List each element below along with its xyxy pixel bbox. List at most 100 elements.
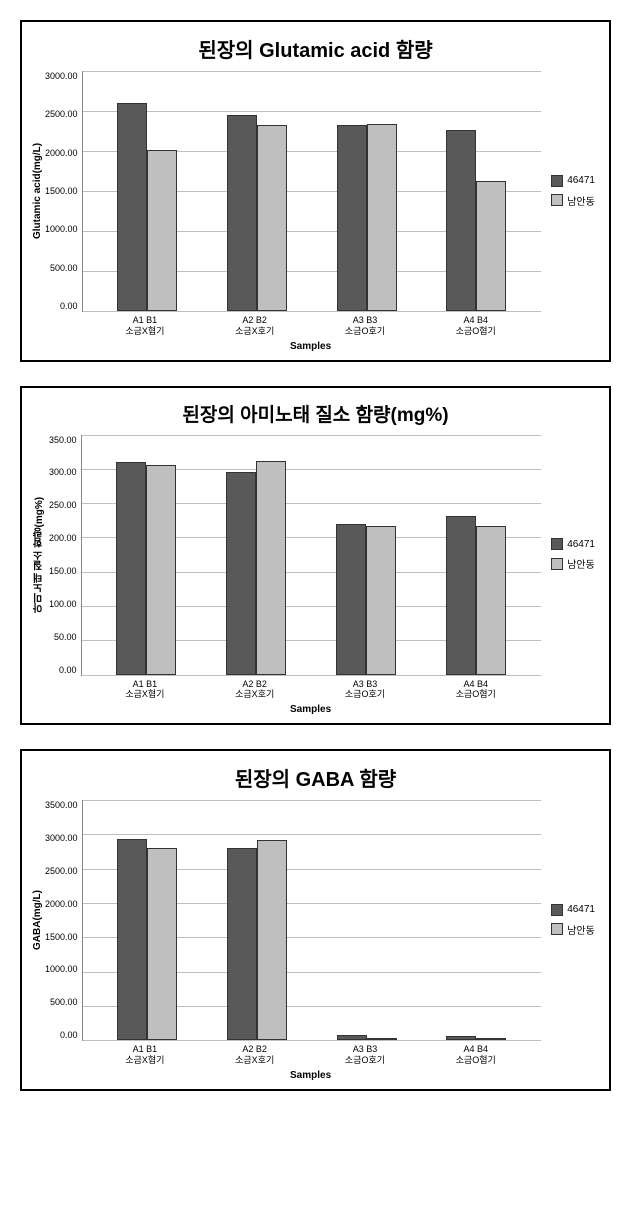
- x-tick: A4 B4소금O혐기: [456, 679, 496, 701]
- x-tick-line1: A2 B2: [242, 315, 267, 326]
- y-tick-label: 0.00: [49, 665, 77, 675]
- y-ticks: 350.00300.00250.00200.00150.00100.0050.0…: [49, 435, 81, 675]
- bars-row: [83, 800, 542, 1040]
- bar: [257, 125, 287, 311]
- x-ticks: A1 B1소금X혐기A2 B2소금X호기A3 B3소금O호기A4 B4소금O혐기: [80, 675, 541, 701]
- chart-body: GABA(mg/L)3500.003000.002500.002000.0015…: [30, 800, 601, 1081]
- bar: [227, 848, 257, 1040]
- x-tick-line2: 소금X혐기: [125, 1055, 164, 1066]
- legend-swatch-icon: [551, 194, 563, 206]
- x-tick-line1: A2 B2: [242, 679, 267, 690]
- legend-label: 46471: [567, 904, 595, 915]
- y-tick-label: 50.00: [49, 632, 77, 642]
- bar: [146, 465, 176, 675]
- y-tick-label: 2500.00: [45, 866, 78, 876]
- x-tick: A4 B4소금O혐기: [456, 1044, 496, 1066]
- chart-grid: [82, 800, 542, 1041]
- bars-row: [83, 71, 542, 311]
- x-tick-line2: 소금X호기: [235, 1055, 274, 1066]
- x-axis-label: Samples: [80, 1070, 541, 1081]
- chart-container-0: 된장의 Glutamic acid 함량Glutamic acid(mg/L)3…: [20, 20, 611, 362]
- legend-item: 남안동: [551, 556, 595, 571]
- x-tick-line1: A4 B4: [464, 315, 489, 326]
- bar: [117, 839, 147, 1041]
- y-ticks: 3000.002500.002000.001500.001000.00500.0…: [45, 71, 82, 311]
- bar: [256, 461, 286, 674]
- bar-group: [446, 71, 506, 311]
- bar: [147, 848, 177, 1041]
- plot-area: Glutamic acid(mg/L)3000.002500.002000.00…: [30, 71, 541, 311]
- x-tick-line2: 소금X혐기: [125, 326, 164, 337]
- x-tick-line2: 소금X호기: [235, 326, 274, 337]
- x-tick-line1: A1 B1: [133, 1044, 158, 1055]
- y-tick-label: 2000.00: [45, 148, 78, 158]
- x-tick-line2: 소금X혐기: [125, 689, 164, 700]
- y-tick-label: 200.00: [49, 533, 77, 543]
- y-tick-label: 2500.00: [45, 109, 78, 119]
- x-tick-line1: A3 B3: [353, 315, 378, 326]
- bar: [366, 526, 396, 674]
- bar-group: [227, 71, 287, 311]
- bar-group: [336, 435, 396, 675]
- legend: 46471 남안동: [541, 800, 601, 1040]
- x-tick-line2: 소금O혐기: [456, 326, 496, 337]
- legend-item: 46471: [551, 904, 595, 916]
- legend-item: 46471: [551, 538, 595, 550]
- x-tick: A3 B3소금O호기: [345, 315, 385, 337]
- x-tick-line1: A1 B1: [133, 315, 158, 326]
- bar-group: [226, 435, 286, 675]
- legend-swatch-icon: [551, 538, 563, 550]
- y-tick-label: 2000.00: [45, 899, 78, 909]
- chart-body: 아미노태 질소 함량(mg%)350.00300.00250.00200.001…: [30, 435, 601, 716]
- bar: [337, 125, 367, 311]
- legend: 46471 남안동: [541, 435, 601, 675]
- plot-area: 아미노태 질소 함량(mg%)350.00300.00250.00200.001…: [30, 435, 541, 675]
- legend-label: 남안동: [567, 922, 595, 937]
- bar-group: [117, 71, 177, 311]
- y-axis-label: GABA(mg/L): [30, 800, 45, 1040]
- x-tick-line2: 소금O혐기: [456, 1055, 496, 1066]
- bar: [147, 150, 177, 311]
- y-tick-label: 1500.00: [45, 932, 78, 942]
- x-tick-line1: A4 B4: [464, 1044, 489, 1055]
- legend-swatch-icon: [551, 175, 563, 187]
- chart-grid: [81, 435, 542, 676]
- bar: [337, 1035, 367, 1040]
- x-tick-line2: 소금O호기: [345, 326, 385, 337]
- y-tick-label: 1000.00: [45, 964, 78, 974]
- plot-area: GABA(mg/L)3500.003000.002500.002000.0015…: [30, 800, 541, 1040]
- x-tick: A2 B2소금X호기: [235, 315, 274, 337]
- x-tick-line1: A2 B2: [242, 1044, 267, 1055]
- y-tick-label: 0.00: [45, 301, 78, 311]
- y-axis-label: Glutamic acid(mg/L): [30, 71, 45, 311]
- bar: [117, 103, 147, 311]
- x-ticks: A1 B1소금X혐기 A2 B2소금X호기 A3 B3소금O호기 A4 B4소금O혐기: [80, 1040, 541, 1066]
- legend-swatch-icon: [551, 558, 563, 570]
- bar-group: [337, 800, 397, 1040]
- bar: [446, 130, 476, 311]
- bar-group: [227, 800, 287, 1040]
- x-tick-line1: A1 B1: [133, 679, 158, 690]
- bar-group: [446, 800, 506, 1040]
- y-tick-label: 500.00: [45, 263, 78, 273]
- bar: [446, 516, 476, 675]
- x-tick-line2: 소금O호기: [345, 689, 385, 700]
- bar: [257, 840, 287, 1040]
- bar: [116, 462, 146, 675]
- bar: [476, 1038, 506, 1040]
- x-tick-line1: A3 B3: [353, 679, 378, 690]
- y-tick-label: 250.00: [49, 500, 77, 510]
- bar: [227, 115, 257, 311]
- legend-item: 46471: [551, 175, 595, 187]
- x-tick-line2: 소금O호기: [345, 1055, 385, 1066]
- x-tick: A3 B3소금O호기: [345, 1044, 385, 1066]
- chart-title: 된장의 Glutamic acid 함량: [30, 34, 601, 63]
- y-tick-label: 3000.00: [45, 833, 78, 843]
- legend-swatch-icon: [551, 904, 563, 916]
- bars-row: [82, 435, 542, 675]
- y-tick-label: 300.00: [49, 467, 77, 477]
- chart-body: Glutamic acid(mg/L)3000.002500.002000.00…: [30, 71, 601, 352]
- bar: [226, 472, 256, 675]
- bar-group: [337, 71, 397, 311]
- x-tick: A3 B3소금O호기: [345, 679, 385, 701]
